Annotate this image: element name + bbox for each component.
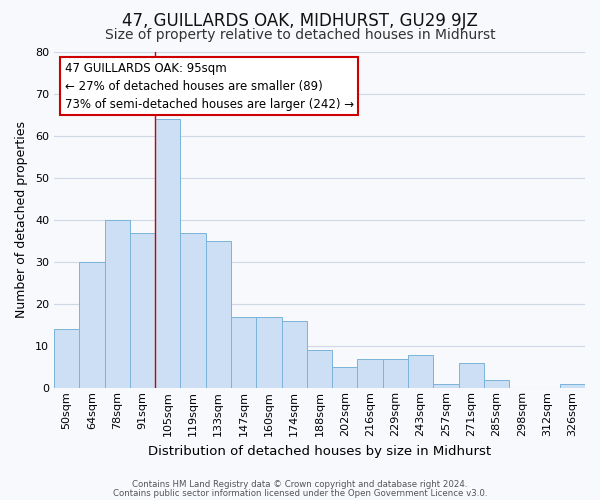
- Bar: [206, 241, 231, 388]
- X-axis label: Distribution of detached houses by size in Midhurst: Distribution of detached houses by size …: [148, 444, 491, 458]
- Y-axis label: Number of detached properties: Number of detached properties: [15, 122, 28, 318]
- Bar: [54, 330, 79, 388]
- Bar: [408, 354, 433, 388]
- Bar: [181, 232, 206, 388]
- Bar: [458, 363, 484, 388]
- Bar: [79, 262, 104, 388]
- Text: 47, GUILLARDS OAK, MIDHURST, GU29 9JZ: 47, GUILLARDS OAK, MIDHURST, GU29 9JZ: [122, 12, 478, 30]
- Bar: [130, 232, 155, 388]
- Bar: [281, 321, 307, 388]
- Text: Contains public sector information licensed under the Open Government Licence v3: Contains public sector information licen…: [113, 488, 487, 498]
- Bar: [433, 384, 458, 388]
- Bar: [307, 350, 332, 389]
- Text: Contains HM Land Registry data © Crown copyright and database right 2024.: Contains HM Land Registry data © Crown c…: [132, 480, 468, 489]
- Bar: [484, 380, 509, 388]
- Text: 47 GUILLARDS OAK: 95sqm
← 27% of detached houses are smaller (89)
73% of semi-de: 47 GUILLARDS OAK: 95sqm ← 27% of detache…: [65, 62, 353, 110]
- Bar: [256, 316, 281, 388]
- Bar: [104, 220, 130, 388]
- Text: Size of property relative to detached houses in Midhurst: Size of property relative to detached ho…: [104, 28, 496, 42]
- Bar: [358, 359, 383, 388]
- Bar: [383, 359, 408, 388]
- Bar: [155, 119, 181, 388]
- Bar: [231, 316, 256, 388]
- Bar: [332, 367, 358, 388]
- Bar: [560, 384, 585, 388]
